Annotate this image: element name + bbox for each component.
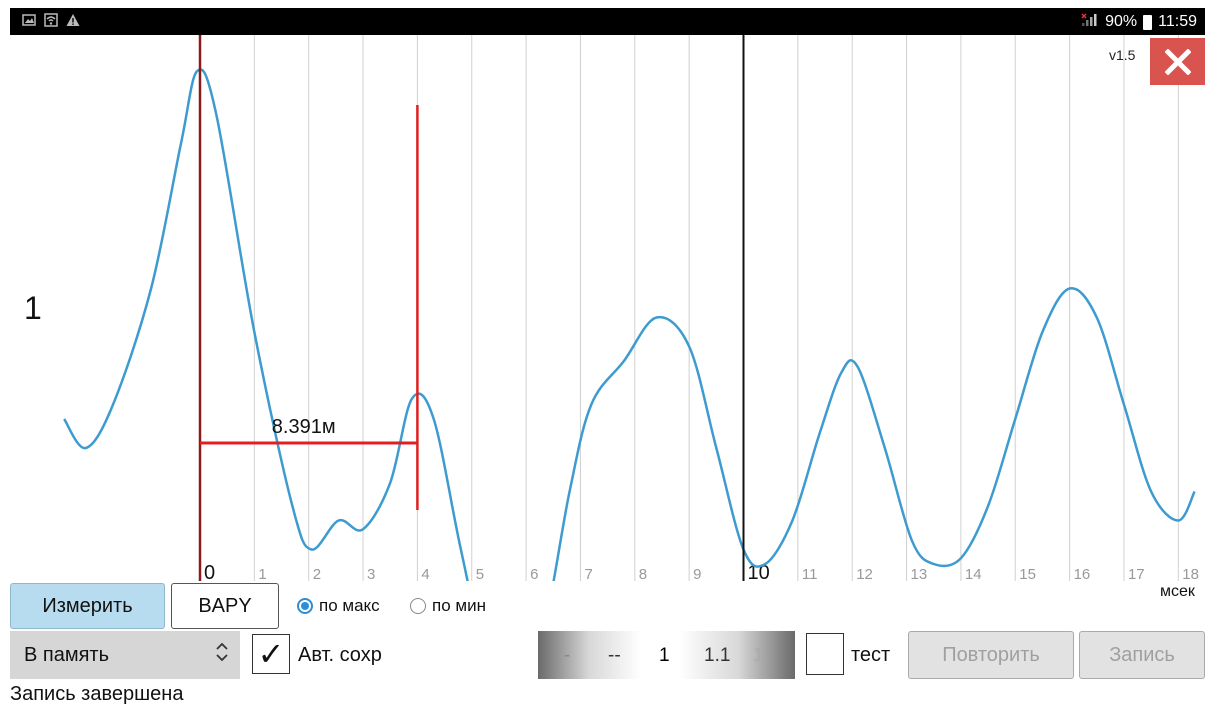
x-tick-label: 6 <box>530 566 538 581</box>
x-axis-unit: мсек <box>1160 583 1195 600</box>
version-label: v1.5 <box>1109 47 1136 63</box>
wifi-icon <box>44 13 58 27</box>
channel-label: 1 <box>24 290 42 326</box>
radio-by-min-label: по мин <box>432 596 486 615</box>
x-tick-label: 5 <box>476 566 484 581</box>
picker-value: 1.1 <box>704 645 731 666</box>
picker-value: 1 <box>753 645 764 666</box>
record-button[interactable]: Запись <box>1079 631 1205 679</box>
test-label: тест <box>851 644 891 666</box>
measure-button[interactable]: Измерить <box>10 583 165 629</box>
memory-select-value: В память <box>24 643 110 666</box>
close-icon <box>1164 48 1191 75</box>
notification-icons <box>22 13 80 27</box>
system-status-bar: 90% 11:59 <box>10 8 1205 35</box>
x-tick-label: 14 <box>965 566 982 581</box>
clock: 11:59 <box>1158 13 1197 30</box>
x-tick-label: 1 <box>258 566 266 581</box>
measurement-label: 8.391м <box>272 416 336 438</box>
signal-icon <box>1081 12 1099 32</box>
x-tick-label: 9 <box>693 566 701 581</box>
picker-value: - <box>564 645 571 666</box>
bapy-button[interactable]: BAPY <box>171 583 279 629</box>
battery-icon <box>1143 14 1153 30</box>
memory-select[interactable]: В память <box>10 631 240 679</box>
x-tick-label: 15 <box>1019 566 1036 581</box>
battery-percent: 90% <box>1105 13 1138 30</box>
x-tick-label: 8 <box>639 566 647 581</box>
x-tick-label: 12 <box>856 566 873 581</box>
radio-by-min[interactable]: по мин <box>410 596 486 616</box>
x-tick-label: 3 <box>367 566 375 581</box>
select-arrows-icon <box>214 641 230 669</box>
radio-by-max-label: по макс <box>319 596 380 615</box>
x-tick-label: 13 <box>911 566 928 581</box>
x-tick-label: 7 <box>584 566 592 581</box>
image-icon <box>22 13 36 27</box>
x-tick-label: 18 <box>1182 566 1199 581</box>
warning-icon <box>66 13 80 27</box>
x-tick-label: 4 <box>421 566 429 581</box>
x-tick-label: 11 <box>802 566 818 581</box>
x-tick-label: 10 <box>748 562 770 581</box>
autosave-checkbox[interactable]: ✓ <box>252 634 290 674</box>
close-button[interactable] <box>1150 38 1205 85</box>
autosave-label: Авт. сохр <box>298 644 382 666</box>
number-picker[interactable]: - -- 1 1.1 1 <box>538 631 795 679</box>
picker-value: -- <box>608 645 621 666</box>
signal-trace <box>63 68 1196 581</box>
status-right: 90% 11:59 <box>1081 12 1197 32</box>
x-tick-label: 17 <box>1128 566 1145 581</box>
chart-svg: 0 1 2 3 4 5 6 7 8 9 10 11 12 13 14 15 16 17 188.391м <box>63 35 1199 581</box>
x-tick-label: 16 <box>1074 566 1091 581</box>
picker-value-selected: 1 <box>659 645 670 666</box>
x-tick-label: 2 <box>313 566 321 581</box>
radio-selected-icon <box>297 598 313 614</box>
radio-by-max[interactable]: по макс <box>297 596 380 616</box>
x-tick-label: 0 <box>204 562 215 581</box>
radio-unselected-icon <box>410 598 426 614</box>
checkmark-icon: ✓ <box>257 636 285 672</box>
reflectogram-chart[interactable]: 0 1 2 3 4 5 6 7 8 9 10 11 12 13 14 15 16 17 18 8.391м <box>10 35 1205 581</box>
status-message: Запись завершена <box>10 683 184 705</box>
repeat-button[interactable]: Повторить <box>908 631 1074 679</box>
test-checkbox[interactable] <box>806 633 844 675</box>
